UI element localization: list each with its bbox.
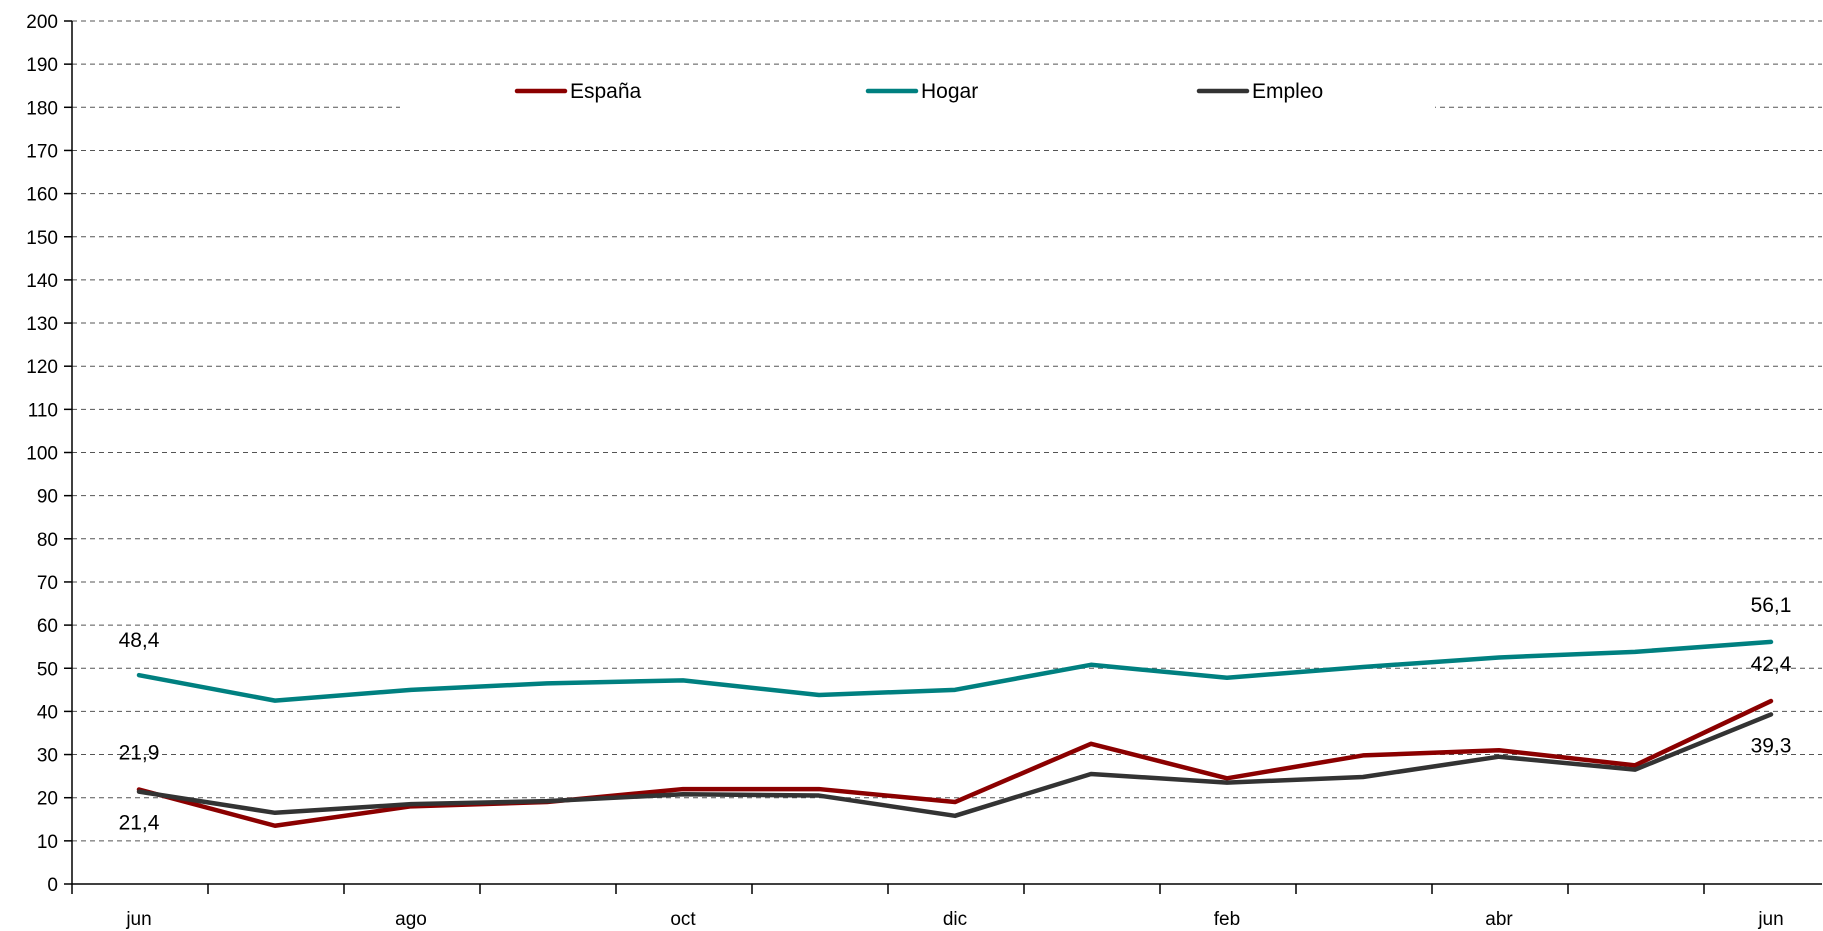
y-tick-label: 160	[26, 185, 58, 206]
y-tick-label: 170	[26, 141, 58, 162]
legend-label-empleo: Empleo	[1252, 80, 1323, 103]
y-tick-label: 190	[26, 55, 58, 76]
data-label: 42,4	[1751, 653, 1792, 676]
y-tick-label: 150	[26, 228, 58, 249]
legend-label-hogar: Hogar	[921, 80, 978, 103]
series-line-hogar	[136, 639, 1774, 703]
y-axis: 0 10 20 30 40 50 60 70 80 90 100 110 120 130 140 150 160…	[26, 12, 73, 896]
series-line-empleo	[136, 712, 1774, 819]
y-tick-label: 50	[37, 659, 58, 680]
x-axis: jun ago oct dic feb abr jun	[71, 883, 1822, 930]
series-lines	[136, 639, 1774, 828]
y-tick-label: 80	[37, 530, 58, 551]
y-tick-label: 40	[37, 702, 58, 723]
y-tick-label: 140	[26, 271, 58, 292]
grid-lines	[72, 20, 1822, 842]
x-tick-label: abr	[1485, 909, 1513, 930]
y-tick-label: 180	[26, 98, 58, 119]
y-tick-label: 70	[37, 573, 58, 594]
x-tick-label: feb	[1214, 909, 1240, 930]
y-tick-label: 20	[37, 789, 58, 810]
x-tick-label: dic	[943, 909, 967, 930]
data-label: 48,4	[119, 629, 160, 652]
y-tick-label: 200	[26, 12, 58, 33]
y-tick-label: 90	[37, 487, 58, 508]
y-tick-label: 60	[37, 616, 58, 637]
data-label: 21,9	[119, 742, 160, 765]
y-tick-label: 120	[26, 357, 58, 378]
x-tick-label: jun	[125, 909, 151, 930]
y-tick-label: 10	[37, 832, 58, 853]
data-label: 39,3	[1751, 734, 1792, 757]
legend-label-españa: España	[570, 80, 642, 103]
y-tick-label: 30	[37, 746, 58, 767]
legend: España Hogar Empleo	[400, 72, 1435, 112]
x-tick-label: oct	[670, 909, 696, 930]
data-labels: 48,4 21,9 21,4 56,1 42,4 39,3	[119, 594, 1792, 835]
data-label: 56,1	[1751, 594, 1792, 617]
y-tick-label: 110	[28, 400, 58, 421]
y-tick-label: 130	[26, 314, 58, 335]
data-label: 21,4	[119, 812, 160, 835]
x-tick-label: ago	[395, 909, 427, 930]
y-tick-label: 100	[26, 444, 58, 465]
x-tick-label: jun	[1757, 909, 1783, 930]
y-tick-label: 0	[47, 875, 58, 896]
